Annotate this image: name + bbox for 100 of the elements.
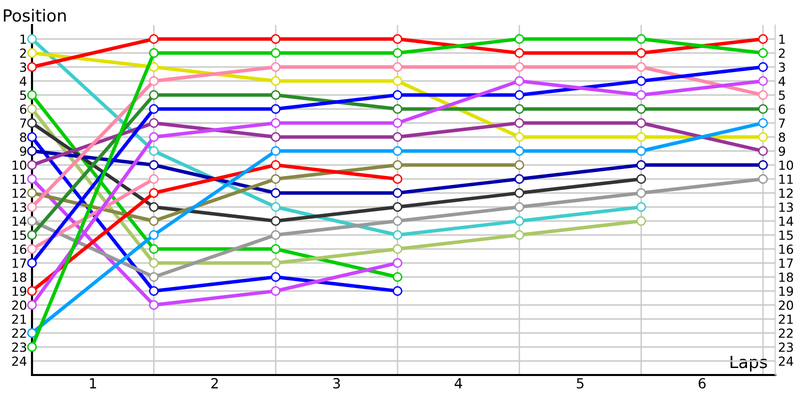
point [270, 202, 281, 212]
point [148, 244, 159, 254]
y2-tick-label: 7 [779, 118, 785, 128]
point [514, 174, 524, 184]
point [27, 286, 37, 296]
point [758, 132, 768, 142]
point [392, 286, 402, 296]
y-tick-label: 22 [12, 328, 26, 338]
point [514, 132, 524, 142]
y-tick-label: 2 [20, 48, 26, 58]
y2-tick-label: 16 [779, 244, 794, 254]
y2-tick-label: 4 [778, 76, 786, 86]
point [392, 146, 402, 156]
point [392, 202, 402, 212]
point [148, 174, 159, 184]
y-tick-label: 5 [20, 90, 26, 100]
point [27, 230, 37, 240]
point [514, 34, 524, 44]
point [27, 132, 37, 142]
point [27, 146, 37, 156]
point [148, 188, 159, 198]
point [392, 132, 402, 142]
y-tick-label: 16 [12, 244, 26, 254]
point [392, 174, 402, 184]
y-tick-label: 20 [12, 300, 26, 310]
y2-tick-label: 3 [778, 62, 785, 72]
y-tick-label: 21 [12, 314, 26, 324]
y-tick-label: 19 [12, 286, 26, 296]
point [148, 62, 159, 72]
point [270, 146, 281, 156]
y-tick-label: 24 [12, 356, 26, 366]
point [148, 34, 159, 44]
point [270, 216, 281, 226]
point [270, 244, 281, 254]
point [270, 258, 281, 268]
point [270, 90, 281, 100]
y2-tick-label: 9 [778, 146, 786, 156]
point [27, 216, 37, 226]
point [392, 272, 402, 282]
y-tick-label: 10 [12, 160, 26, 170]
point [636, 48, 646, 58]
point [270, 188, 281, 198]
point [392, 48, 402, 58]
point [148, 202, 159, 212]
point [392, 258, 402, 268]
point [270, 230, 281, 240]
point [392, 118, 402, 128]
point [636, 188, 646, 198]
point [270, 272, 281, 282]
y2-tick-label: 12 [779, 188, 793, 198]
point [392, 104, 402, 114]
point [636, 90, 646, 100]
point [514, 230, 524, 240]
y-tick-label: 23 [12, 342, 26, 352]
point [270, 104, 281, 114]
point [758, 104, 768, 114]
point [636, 146, 646, 156]
x-tick-label: 2 [211, 378, 218, 388]
y-tick-label: 11 [12, 174, 26, 184]
point [514, 146, 524, 156]
y-tick-label: 7 [20, 118, 26, 128]
point [392, 230, 402, 240]
point [514, 76, 524, 86]
y-tick-label: 8 [20, 132, 26, 142]
point [27, 258, 37, 268]
x-tick-label: 1 [90, 378, 96, 388]
y2-tick-label: 1 [779, 34, 785, 44]
y-tick-label: 18 [12, 272, 26, 282]
y2-tick-label: 24 [778, 356, 794, 366]
point [270, 132, 281, 142]
point [148, 160, 159, 170]
y2-tick-label: 8 [778, 132, 786, 142]
point [758, 118, 768, 128]
point [514, 202, 524, 212]
point [27, 244, 37, 254]
point [27, 90, 37, 100]
point [27, 342, 37, 352]
point [148, 300, 159, 310]
point [148, 258, 159, 268]
point [514, 104, 524, 114]
x-tick-label: 6 [698, 378, 706, 389]
point [392, 244, 402, 254]
y2-tick-label: 18 [779, 272, 794, 282]
point [148, 272, 159, 282]
y2-tick-label: 14 [779, 216, 794, 226]
point [148, 90, 159, 100]
y-tick-label: 14 [12, 216, 26, 226]
point [392, 188, 402, 198]
y2-tick-label: 13 [779, 202, 793, 212]
point [148, 118, 159, 128]
point [392, 160, 402, 170]
y-tick-label: 3 [20, 62, 26, 72]
point [636, 174, 646, 184]
point [636, 34, 646, 44]
point [27, 202, 37, 212]
point [514, 90, 524, 100]
point [148, 132, 159, 142]
point [148, 76, 159, 86]
point [270, 160, 281, 170]
y2-tick-label: 20 [778, 300, 794, 310]
